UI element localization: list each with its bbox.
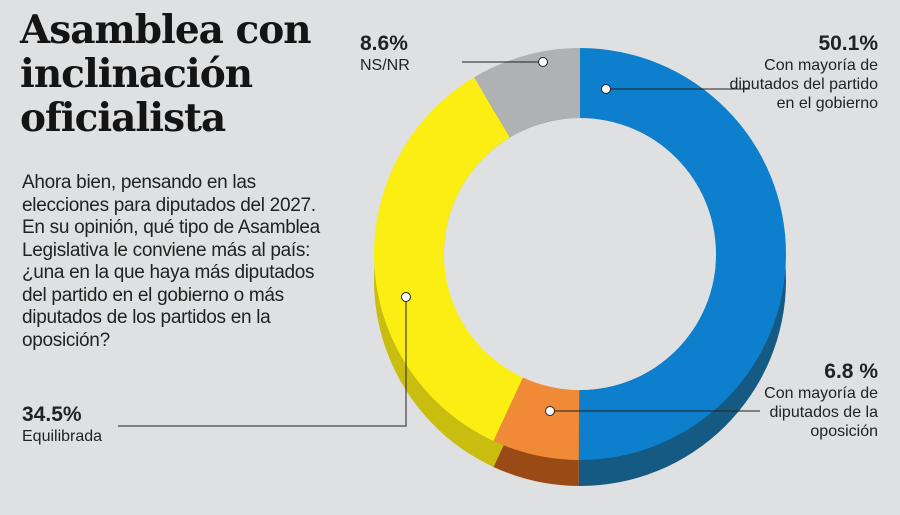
slice-nsnr — [474, 48, 580, 138]
title-line-2: inclinación — [20, 51, 253, 97]
leader-equilibrada — [118, 297, 407, 427]
survey-question: Ahora bien, pensando en las elecciones p… — [22, 172, 320, 351]
leader-lines-layer — [118, 57, 760, 427]
label-nsnr: 8.6% NS/NR — [360, 32, 410, 75]
donut-hole — [444, 118, 716, 390]
donut-slices-layer — [374, 48, 786, 460]
label-equilibrada: 34.5% Equilibrada — [22, 403, 102, 446]
label-oposicion-text: Con mayoría de diputados de la oposición — [764, 385, 878, 440]
title-line-1: Asamblea con — [20, 7, 312, 53]
label-oficial-value: 50.1% — [818, 32, 878, 55]
title-line-3: oficialista — [20, 95, 226, 141]
label-equilibrada-value: 34.5% — [22, 403, 82, 426]
leader-nsnr-dot — [538, 57, 548, 67]
slice-oposicion — [493, 377, 580, 460]
label-nsnr-value: 8.6% — [360, 32, 408, 55]
chart-title: Asamblea con inclinación oficialista — [20, 8, 350, 140]
label-nsnr-text: NS/NR — [360, 57, 410, 74]
label-oposicion-value: 6.8 % — [824, 360, 878, 383]
label-oficial-text: Con mayoría de diputados del partido en … — [729, 57, 878, 112]
slice-oficial — [578, 48, 786, 460]
leader-equilibrada-dot — [401, 292, 411, 302]
label-oficial: 50.1% Con mayoría de diputados del parti… — [718, 32, 878, 113]
leader-oficial-dot — [601, 84, 611, 94]
leader-oposicion-dot — [545, 406, 555, 416]
slice-equilibrada — [374, 77, 523, 441]
label-equilibrada-text: Equilibrada — [22, 428, 103, 445]
label-oposicion: 6.8 % Con mayoría de diputados de la opo… — [738, 360, 878, 441]
